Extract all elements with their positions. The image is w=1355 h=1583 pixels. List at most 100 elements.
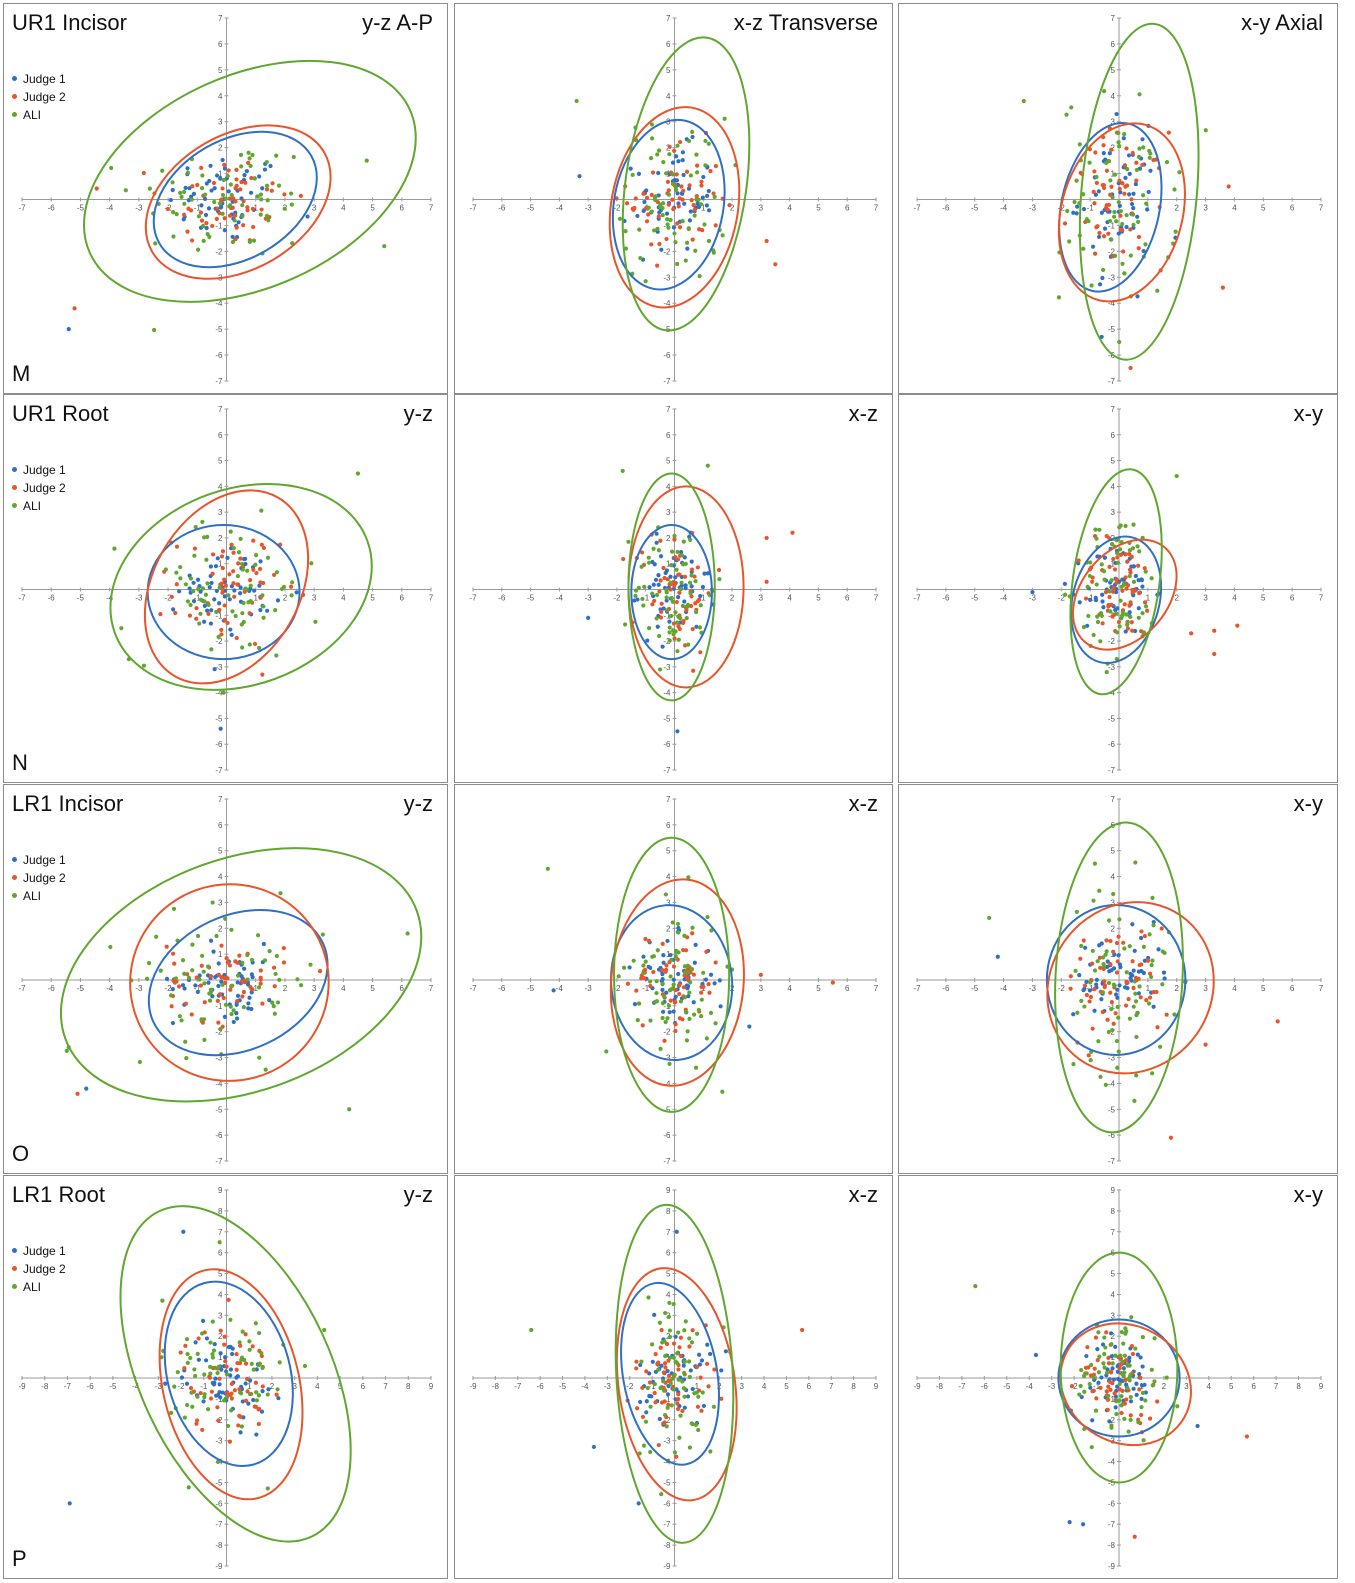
data-point <box>1125 1385 1130 1390</box>
data-point <box>214 216 219 221</box>
data-point <box>649 192 654 197</box>
data-point <box>1121 249 1126 254</box>
data-point <box>219 943 224 948</box>
data-point <box>676 572 681 577</box>
y-tick-label: -7 <box>1108 1520 1116 1529</box>
legend-entry: ALI <box>12 1278 66 1296</box>
y-tick-label: 3 <box>218 1311 223 1320</box>
data-point <box>265 555 271 560</box>
data-point-outlier <box>1174 473 1179 479</box>
legend-marker <box>12 503 17 509</box>
data-point <box>228 627 233 632</box>
data-point <box>1162 950 1167 956</box>
data-point <box>684 616 689 621</box>
data-point <box>261 615 266 620</box>
data-point <box>707 990 712 995</box>
data-point <box>1104 168 1110 173</box>
data-point <box>240 213 245 219</box>
data-point <box>682 933 687 938</box>
data-point <box>214 588 219 594</box>
y-tick-label: 2 <box>1111 144 1116 153</box>
confidence-ellipse <box>1078 22 1200 361</box>
scatter-panel: -7-7-6-6-5-5-4-4-3-3-2-2-1-1112233445566… <box>454 3 893 394</box>
y-tick-label: 6 <box>666 431 671 440</box>
data-point <box>1164 159 1170 165</box>
data-point <box>1134 1034 1139 1040</box>
data-point <box>1069 105 1074 110</box>
data-point <box>174 582 179 587</box>
data-point <box>1123 523 1128 529</box>
y-tick-label: -4 <box>663 1079 671 1088</box>
data-point-outlier <box>574 98 579 104</box>
data-point <box>1090 1418 1095 1423</box>
data-point <box>675 221 680 226</box>
data-point <box>635 597 640 602</box>
data-point <box>274 953 279 959</box>
data-point <box>168 993 174 998</box>
data-point <box>707 593 712 598</box>
x-tick-label: -4 <box>1000 984 1008 993</box>
data-point <box>219 627 224 633</box>
y-tick-label: -5 <box>1108 714 1116 723</box>
data-point <box>264 213 270 218</box>
data-point <box>1117 178 1122 183</box>
data-point <box>706 188 711 194</box>
y-tick-label: 5 <box>218 457 223 466</box>
data-point <box>210 1355 215 1360</box>
data-point <box>695 1404 701 1409</box>
y-tick-label: 4 <box>666 873 671 882</box>
x-tick-label: 6 <box>1251 1382 1256 1391</box>
data-point <box>199 218 205 223</box>
data-point <box>1107 594 1112 600</box>
data-point <box>174 570 179 575</box>
data-point <box>270 1000 275 1005</box>
data-point-outlier <box>995 954 1000 959</box>
data-point <box>698 650 703 655</box>
data-point <box>219 554 225 559</box>
data-point <box>1124 146 1129 151</box>
data-point <box>1145 958 1151 963</box>
y-tick-label: -6 <box>663 351 671 360</box>
data-point <box>699 1358 705 1363</box>
data-point <box>1113 253 1118 258</box>
data-point <box>209 1389 214 1394</box>
data-point <box>1139 929 1144 934</box>
y-tick-label: -4 <box>215 1079 223 1088</box>
scatter-panel: -9-9-8-8-7-7-6-6-5-5-4-4-3-3-2-2-1-11122… <box>454 1175 893 1579</box>
data-point <box>170 951 176 956</box>
data-point <box>1128 253 1133 258</box>
x-tick-label: -5 <box>77 204 85 213</box>
data-point <box>206 602 211 607</box>
panel-letter: N <box>12 750 28 775</box>
data-point <box>685 1029 690 1034</box>
y-tick-label: 5 <box>666 847 671 856</box>
data-point <box>675 261 680 267</box>
data-point <box>258 559 263 564</box>
data-point <box>1124 1397 1129 1402</box>
data-point <box>182 189 187 194</box>
data-point <box>1139 962 1144 967</box>
data-point <box>652 1390 657 1396</box>
data-point <box>259 197 264 202</box>
data-point <box>1081 988 1086 993</box>
data-point <box>183 1001 189 1006</box>
data-point <box>183 185 188 191</box>
data-point <box>1117 203 1122 208</box>
data-point <box>182 201 187 206</box>
data-point <box>208 1340 213 1345</box>
data-point <box>282 206 287 211</box>
data-point <box>646 938 652 943</box>
data-point <box>1104 949 1109 954</box>
data-point <box>211 1348 217 1353</box>
data-point <box>1131 191 1136 196</box>
data-point <box>1092 861 1097 866</box>
data-point <box>630 206 635 211</box>
x-tick-label: 8 <box>1296 1382 1301 1391</box>
data-point <box>1062 581 1067 586</box>
data-point <box>1115 995 1120 1000</box>
data-point <box>240 1399 245 1404</box>
data-point <box>1110 1027 1115 1033</box>
data-point <box>1110 614 1115 619</box>
data-point <box>274 653 279 658</box>
data-point <box>188 602 193 608</box>
